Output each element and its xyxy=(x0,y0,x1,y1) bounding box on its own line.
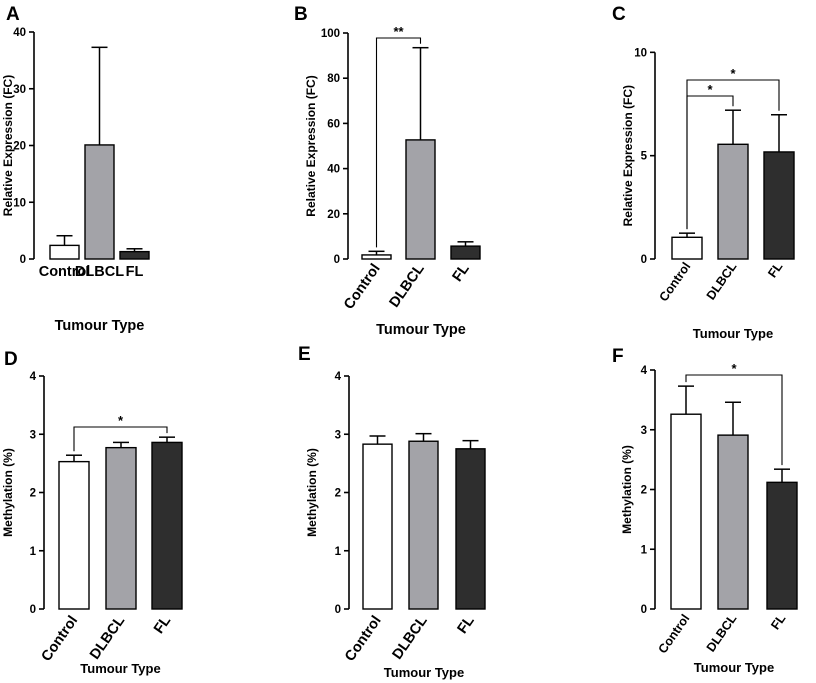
y-tick-label: 0 xyxy=(30,604,36,616)
y-tick-label: 0 xyxy=(641,604,647,616)
panel-b: B 0 20 40 60 80 100 Relative Expression (FC) Con… xyxy=(294,4,481,338)
y-axis-title: Methylation (%) xyxy=(305,448,319,537)
y-tick-label: 5 xyxy=(641,151,648,163)
x-axis-title: Tumour Type xyxy=(55,318,145,334)
panel-a: A 0 10 20 30 40 Relative Expression (FC) Contro… xyxy=(1,4,150,334)
significance-label: * xyxy=(731,361,737,376)
y-tick-label: 0 xyxy=(334,254,340,266)
x-category-label: FL xyxy=(450,261,473,285)
y-axis-title: Relative Expression (FC) xyxy=(621,85,635,226)
y-tick-label: 60 xyxy=(327,118,340,130)
significance-bracket xyxy=(73,426,168,452)
x-category-label: Control xyxy=(342,613,385,664)
y-tick-label: 4 xyxy=(30,371,37,383)
panel-letter: C xyxy=(612,4,626,25)
y-tick-label: 4 xyxy=(641,365,648,377)
y-tick-label: 80 xyxy=(327,73,340,85)
y-tick-label: 0 xyxy=(335,604,341,616)
x-category-label: Control xyxy=(39,613,82,664)
y-tick-label: 4 xyxy=(335,371,342,383)
significance-bracket xyxy=(375,37,422,248)
bar-fl xyxy=(455,448,486,610)
significance-label: * xyxy=(707,82,713,97)
x-category-label: DLBCL xyxy=(386,261,427,311)
x-category-label: DLBCL xyxy=(704,259,740,302)
bar-dlbcl xyxy=(717,434,749,610)
x-axis-title: Tumour Type xyxy=(694,660,774,675)
bar-control xyxy=(671,236,703,260)
bar-control xyxy=(49,244,80,260)
panel-e: E 0 1 2 3 4 Methylation (%) Control DLBCL FL Tumou… xyxy=(298,344,486,680)
significance-label: ** xyxy=(393,24,404,39)
y-tick-label: 3 xyxy=(641,425,647,437)
bar-fl xyxy=(450,245,481,260)
x-axis-title: Tumour Type xyxy=(693,326,773,341)
y-tick-label: 2 xyxy=(641,485,647,497)
y-tick-label: 1 xyxy=(641,544,648,556)
y-tick-label: 0 xyxy=(641,254,647,266)
x-axis-title: Tumour Type xyxy=(376,322,466,338)
bar-fl xyxy=(766,481,798,610)
significance-bracket xyxy=(686,79,780,230)
y-tick-label: 1 xyxy=(335,546,342,558)
y-tick-label: 100 xyxy=(321,28,340,40)
y-axis-title: Relative Expression (FC) xyxy=(304,75,318,216)
y-tick-label: 0 xyxy=(20,254,26,266)
bar-dlbcl xyxy=(84,144,115,260)
y-tick-label: 20 xyxy=(327,209,340,221)
bar-control xyxy=(361,254,392,260)
bar-dlbcl xyxy=(105,446,137,610)
y-tick-label: 40 xyxy=(327,164,340,176)
significance-label: * xyxy=(730,66,736,81)
y-tick-label: 1 xyxy=(30,546,37,558)
bar-dlbcl xyxy=(408,440,439,610)
y-tick-label: 2 xyxy=(335,488,341,500)
y-axis-title: Methylation (%) xyxy=(620,445,634,534)
x-axis-title: Tumour Type xyxy=(384,665,464,680)
bar-control xyxy=(670,413,702,610)
x-category-label: FL xyxy=(768,611,788,632)
x-category-label: FL xyxy=(126,264,144,280)
y-tick-label: 30 xyxy=(13,84,26,96)
y-tick-label: 10 xyxy=(634,47,647,59)
x-category-label: Control xyxy=(656,612,693,656)
x-category-label: DLBCL xyxy=(389,613,430,663)
bar-dlbcl xyxy=(405,139,436,260)
y-axis-title: Relative Expression (FC) xyxy=(1,75,15,216)
y-tick-label: 40 xyxy=(13,27,26,39)
x-axis-title: Tumour Type xyxy=(80,661,160,676)
x-category-label: Control xyxy=(657,260,694,304)
y-axis-title: Methylation (%) xyxy=(1,448,15,537)
x-category-label: FL xyxy=(151,613,174,637)
y-tick-label: 20 xyxy=(13,141,26,153)
panel-letter: B xyxy=(294,4,308,25)
bar-fl xyxy=(151,441,183,610)
x-category-label: DLBCL xyxy=(87,613,128,663)
y-tick-label: 2 xyxy=(30,488,36,500)
panel-f: F 0 1 2 3 4 Methylation (%) Control DLBCL FL Tumou… xyxy=(612,346,798,675)
significance-label: * xyxy=(118,413,124,428)
bar-fl xyxy=(763,151,795,260)
x-category-label: Control xyxy=(39,264,91,280)
y-tick-label: 10 xyxy=(13,197,26,209)
y-tick-label: 3 xyxy=(30,429,36,441)
x-category-label: FL xyxy=(455,613,478,637)
bar-fl xyxy=(119,250,150,260)
bar-dlbcl xyxy=(717,143,749,260)
y-tick-label: 3 xyxy=(335,429,341,441)
bar-control xyxy=(362,443,393,610)
x-category-label: Control xyxy=(341,261,384,312)
panel-letter: D xyxy=(4,349,18,370)
panel-d: D 0 1 2 3 4 Methylation (%) Control DLBCL FL Tumou… xyxy=(1,349,183,676)
x-category-label: DLBCL xyxy=(704,611,740,654)
panel-letter: E xyxy=(298,344,311,365)
panel-letter: F xyxy=(612,346,624,367)
bar-control xyxy=(58,460,90,610)
significance-bracket xyxy=(685,374,783,466)
x-category-label: DLBCL xyxy=(75,264,124,280)
x-category-label: FL xyxy=(765,259,785,280)
panel-c: C 0 5 10 Relative Expression (FC) Control DLBC… xyxy=(612,4,795,341)
panel-letter: A xyxy=(6,4,20,25)
